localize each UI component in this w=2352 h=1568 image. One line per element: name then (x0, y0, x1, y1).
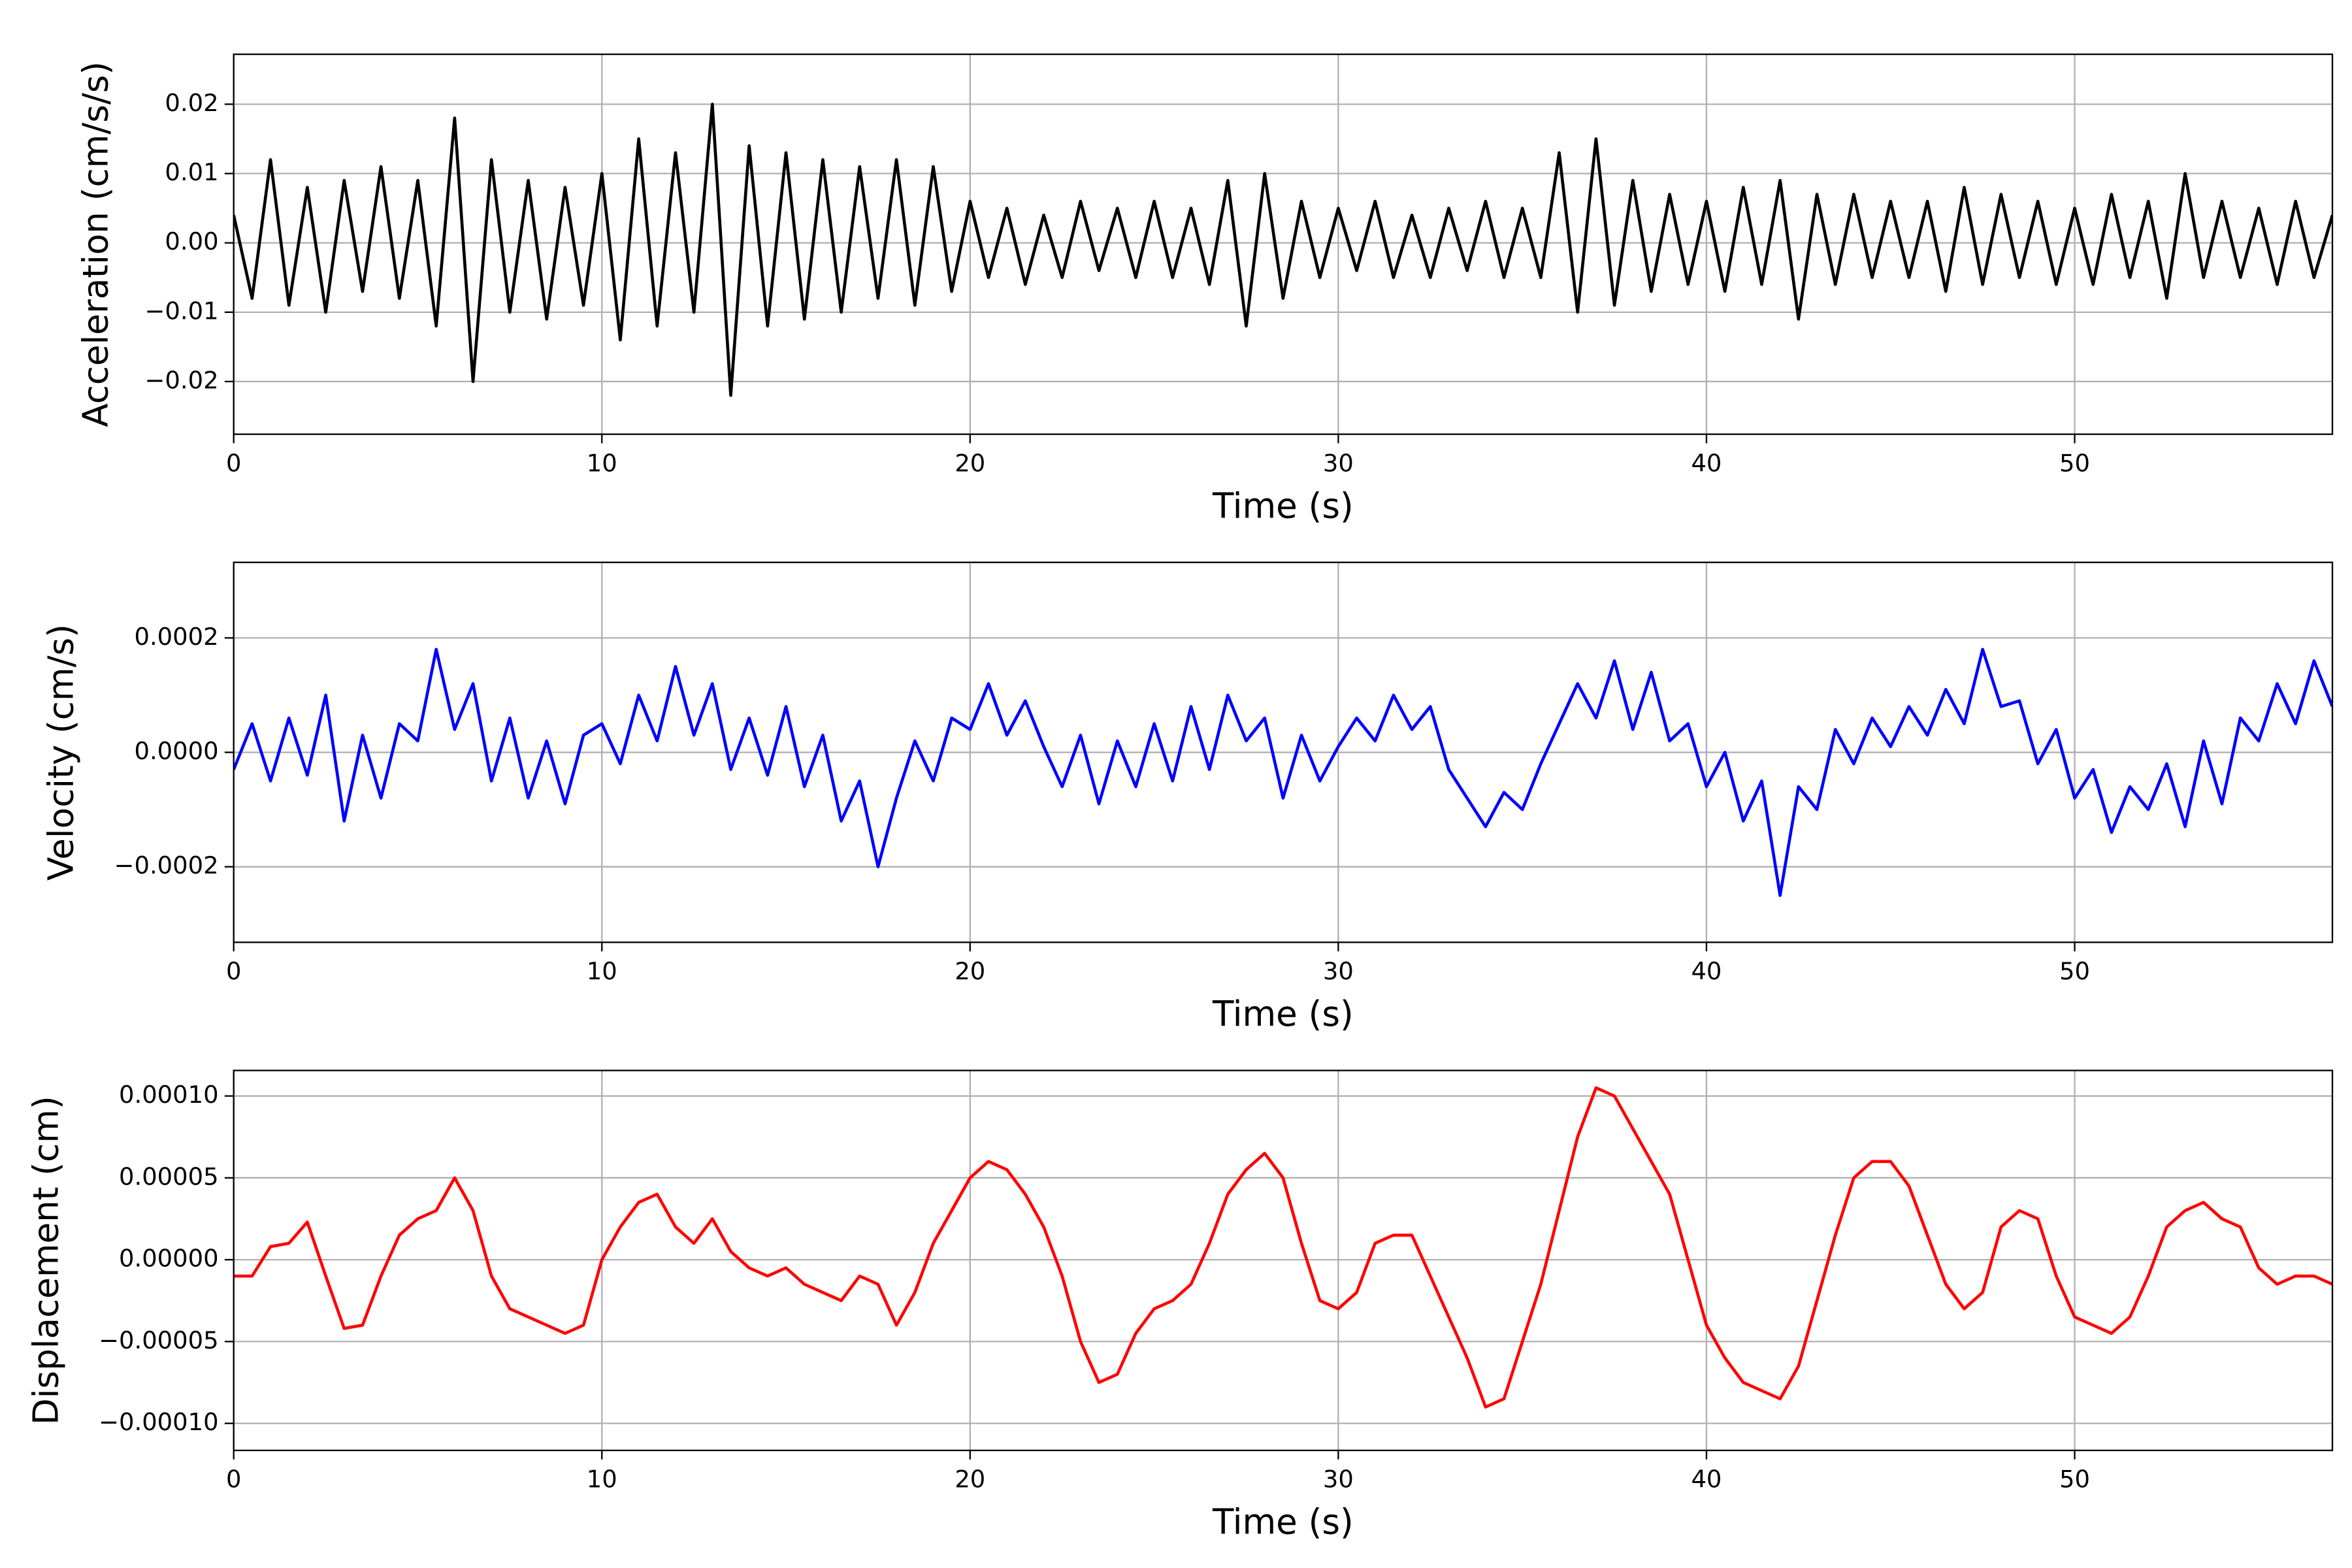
series-line (233, 103, 2332, 397)
y-tick-label: −0.0002 (114, 851, 219, 879)
y-tick-label: 0.02 (165, 89, 218, 117)
x-tick-label: 50 (2059, 1465, 2090, 1494)
y-tick-label: 0.00010 (119, 1081, 219, 1109)
x-tick-label: 10 (587, 1465, 617, 1494)
x-tick-label: 20 (955, 1465, 985, 1494)
x-tick-label: 0 (226, 957, 241, 985)
y-axis-label: Acceleration (cm/s/s) (76, 61, 116, 427)
y-tick-label: 0.01 (165, 158, 218, 186)
x-tick-label: 50 (2059, 957, 2090, 985)
y-tick-label: −0.00005 (99, 1326, 219, 1354)
x-tick-label: 10 (587, 957, 617, 985)
x-tick-label: 10 (587, 449, 617, 477)
y-axis-label: Velocity (cm/s) (41, 624, 82, 881)
x-tick-label: 30 (1323, 957, 1354, 985)
y-tick-label: 0.0000 (134, 737, 218, 765)
y-tick-label: −0.01 (145, 297, 219, 325)
y-tick-label: 0.00 (165, 227, 218, 255)
y-axis-label: Displacement (cm) (25, 1096, 66, 1425)
x-axis-label: Time (s) (1212, 1502, 1354, 1543)
y-tick-label: 0.0002 (134, 623, 218, 651)
x-tick-label: 40 (1691, 449, 1722, 477)
y-tick-label: −0.00010 (99, 1408, 219, 1436)
series-line (233, 1086, 2332, 1409)
x-tick-label: 40 (1691, 957, 1722, 985)
x-tick-label: 0 (226, 1465, 241, 1494)
series-line (233, 647, 2332, 897)
x-tick-label: 50 (2059, 449, 2090, 477)
x-tick-label: 30 (1323, 1465, 1354, 1494)
x-tick-label: 20 (955, 957, 985, 985)
y-tick-label: −0.02 (145, 366, 219, 394)
x-tick-label: 20 (955, 449, 985, 477)
plot-frame (233, 1070, 2334, 1452)
x-tick-label: 40 (1691, 1465, 1722, 1494)
x-tick-label: 0 (226, 449, 241, 477)
x-axis-label: Time (s) (1212, 994, 1354, 1034)
x-axis-label: Time (s) (1212, 485, 1354, 526)
plot-frame (233, 561, 2334, 943)
x-tick-label: 30 (1323, 449, 1354, 477)
y-tick-label: 0.00005 (119, 1162, 219, 1190)
plot-frame (233, 53, 2334, 435)
y-tick-label: 0.00000 (119, 1245, 219, 1273)
